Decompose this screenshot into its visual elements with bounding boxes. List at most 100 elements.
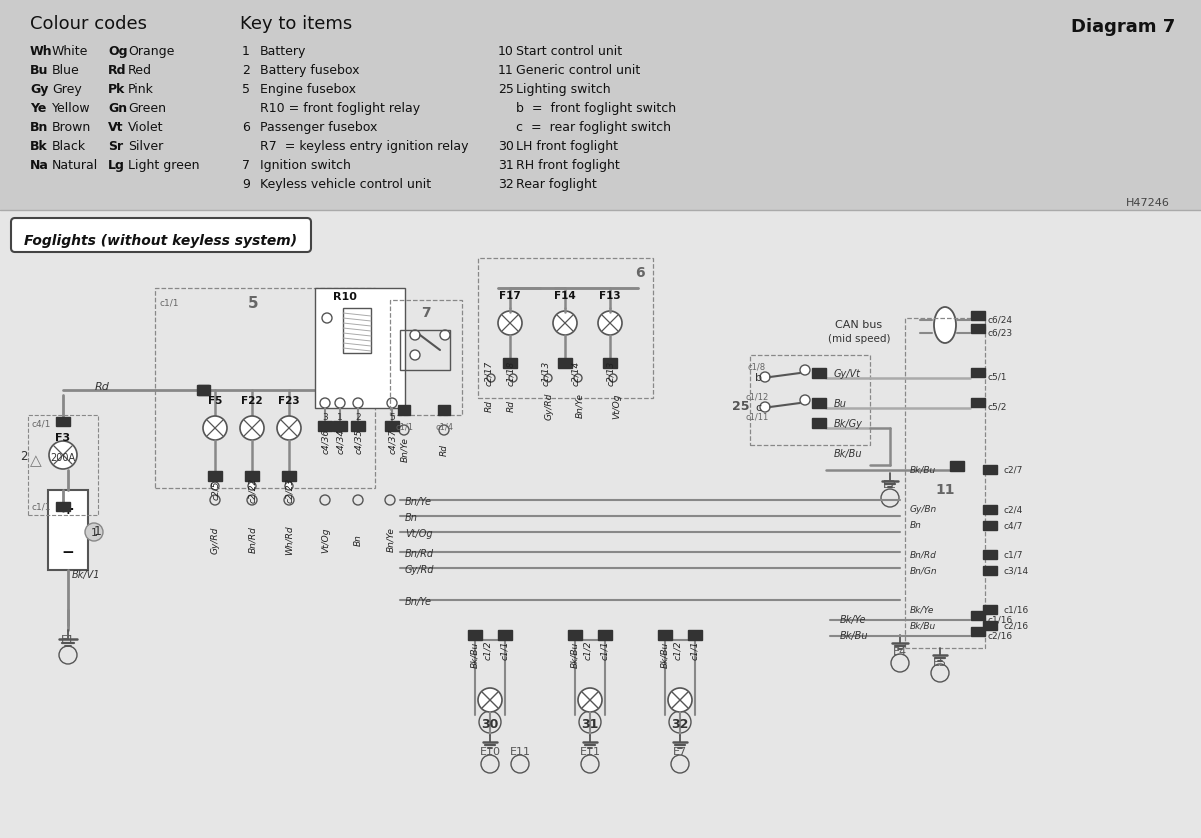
Text: Vt: Vt (108, 121, 124, 134)
Text: Rd: Rd (440, 444, 449, 456)
Bar (56, 502, 70, 511)
Circle shape (440, 330, 450, 340)
Text: Bn/Ye: Bn/Ye (575, 394, 584, 418)
Bar (333, 421, 347, 431)
Text: 32: 32 (671, 718, 688, 731)
Text: Bn/Rd: Bn/Rd (910, 551, 937, 560)
Text: c2/7: c2/7 (1003, 465, 1022, 474)
Text: Bn: Bn (405, 513, 418, 523)
Text: Pk: Pk (108, 83, 125, 96)
Text: 1: 1 (94, 525, 102, 538)
Circle shape (247, 482, 256, 490)
Text: Rd: Rd (95, 382, 109, 392)
Text: c1/8: c1/8 (748, 363, 766, 372)
Text: Rd: Rd (108, 64, 126, 77)
Text: 5: 5 (241, 83, 250, 96)
Bar (812, 398, 826, 408)
Text: c1/13: c1/13 (540, 360, 550, 385)
Bar (982, 566, 997, 575)
Text: F23: F23 (279, 396, 300, 406)
Text: 30: 30 (482, 718, 498, 731)
Text: c1/18: c1/18 (506, 360, 515, 385)
Bar (318, 421, 331, 431)
Text: Bn: Bn (354, 534, 363, 546)
Text: Bn/Ye: Bn/Ye (405, 497, 432, 507)
Bar (343, 308, 371, 353)
Text: Sr: Sr (108, 140, 124, 153)
Text: Battery fusebox: Battery fusebox (259, 64, 359, 77)
Text: CAN bus: CAN bus (835, 320, 882, 330)
Circle shape (478, 688, 502, 712)
Text: E5: E5 (933, 658, 948, 668)
Text: c2/23: c2/23 (285, 478, 294, 503)
Text: Foglights (without keyless system): Foglights (without keyless system) (24, 234, 297, 248)
FancyBboxPatch shape (11, 218, 311, 252)
Text: Rd: Rd (485, 400, 494, 412)
Text: c6/23: c6/23 (988, 328, 1014, 338)
Text: Gy/Vt: Gy/Vt (833, 369, 861, 379)
Text: R10 = front foglight relay: R10 = front foglight relay (259, 102, 420, 115)
Text: c5/2: c5/2 (988, 402, 1008, 411)
Bar (28, 415, 98, 515)
Bar (970, 627, 985, 636)
Text: Bk/Bu: Bk/Bu (470, 642, 479, 668)
Bar (812, 368, 826, 378)
Circle shape (668, 688, 692, 712)
Circle shape (410, 330, 420, 340)
Text: E4: E4 (892, 647, 907, 657)
Text: c1/16: c1/16 (1003, 606, 1028, 614)
Circle shape (203, 416, 227, 440)
Text: Colour codes: Colour codes (30, 15, 147, 33)
Text: F3: F3 (55, 433, 71, 443)
Text: Vt/Og: Vt/Og (405, 529, 432, 539)
Text: Pink: Pink (129, 83, 154, 96)
Text: Orange: Orange (129, 45, 174, 58)
Text: b  =  front foglight switch: b = front foglight switch (516, 102, 676, 115)
Text: Bk/Ye: Bk/Ye (910, 606, 934, 614)
Text: Bu: Bu (833, 399, 847, 409)
Text: Battery: Battery (259, 45, 306, 58)
Bar (400, 330, 450, 370)
Text: c1/12: c1/12 (745, 393, 769, 402)
Bar (658, 630, 673, 640)
Text: c2/13: c2/13 (607, 360, 615, 385)
Text: c1/7: c1/7 (1003, 551, 1022, 560)
Text: Black: Black (52, 140, 86, 153)
Text: (mid speed): (mid speed) (827, 334, 890, 344)
Circle shape (410, 350, 420, 360)
Text: c5/1: c5/1 (988, 373, 1008, 381)
Text: c1/2: c1/2 (483, 640, 492, 660)
Text: Bk/Bu: Bk/Bu (661, 642, 669, 668)
Text: E10: E10 (479, 747, 501, 757)
Text: c2/16: c2/16 (988, 632, 1014, 640)
Text: Wh/Rd: Wh/Rd (285, 525, 294, 555)
Text: Keyless vehicle control unit: Keyless vehicle control unit (259, 178, 431, 191)
Bar (315, 288, 405, 408)
Text: Ye: Ye (30, 102, 47, 115)
Text: LH front foglight: LH front foglight (516, 140, 619, 153)
Text: E2: E2 (883, 480, 897, 490)
Circle shape (552, 311, 576, 335)
Text: E7: E7 (673, 747, 687, 757)
Bar (950, 461, 964, 471)
Text: F17: F17 (500, 291, 521, 301)
Text: Green: Green (129, 102, 166, 115)
Bar (970, 611, 985, 620)
Circle shape (498, 311, 522, 335)
Text: 3: 3 (322, 413, 328, 422)
Text: −: − (61, 545, 74, 560)
Circle shape (353, 398, 363, 408)
Text: Grey: Grey (52, 83, 82, 96)
Text: 11: 11 (936, 483, 955, 497)
Bar (503, 358, 516, 368)
Bar (749, 355, 870, 445)
Circle shape (319, 398, 330, 408)
Text: Bn/Ye: Bn/Ye (405, 597, 432, 607)
Text: c1/1: c1/1 (32, 503, 52, 512)
Text: Diagram 7: Diagram 7 (1071, 18, 1175, 36)
Bar (468, 630, 482, 640)
Text: Silver: Silver (129, 140, 163, 153)
Text: c1/16: c1/16 (988, 615, 1014, 624)
Text: Engine fusebox: Engine fusebox (259, 83, 355, 96)
Text: c1/11: c1/11 (745, 413, 769, 422)
